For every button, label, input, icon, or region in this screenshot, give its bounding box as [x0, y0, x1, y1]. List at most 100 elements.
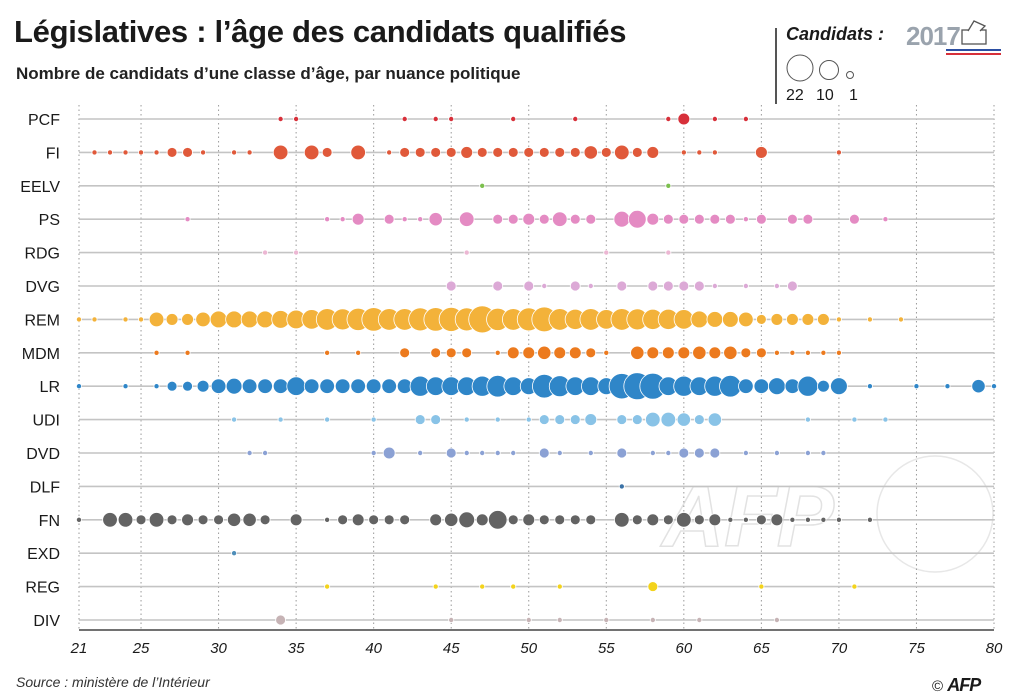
bubble-fn [76, 516, 83, 523]
bubble-fn [429, 513, 443, 527]
legend-value-medium: 10 [816, 87, 834, 104]
bubble-fi [153, 149, 160, 156]
bubble-rdg [262, 249, 269, 256]
bubble-fn [351, 513, 365, 527]
bubble-pcf [277, 116, 284, 123]
bubble-fi [680, 149, 687, 156]
bubble-mdm [723, 345, 738, 360]
bubble-pcf [572, 116, 579, 123]
bubble-ps [802, 213, 814, 225]
bubble-udi [430, 414, 442, 425]
bubble-lr [738, 378, 754, 394]
bubble-fi [460, 146, 474, 159]
bubble-lr [319, 378, 335, 394]
bubble-ps [538, 213, 550, 225]
bubble-rem [835, 316, 842, 323]
bubble-mdm [522, 346, 536, 360]
bubble-rem [706, 311, 724, 328]
bubble-fn [337, 514, 349, 526]
bubble-ps [613, 210, 631, 228]
bubble-mdm [820, 349, 827, 356]
bubble-lr [866, 383, 873, 390]
bubble-fi [476, 147, 488, 158]
bubble-dvd [804, 449, 811, 456]
bubble-lr [817, 379, 830, 393]
bubble-dlf [618, 483, 625, 490]
bubble-fn [213, 514, 224, 526]
bubble-fi [507, 147, 519, 158]
row-label-fn: FN [39, 513, 60, 530]
bubble-ps [849, 213, 860, 225]
bubble-div [525, 617, 532, 624]
row-label-dvd: DVD [26, 446, 60, 463]
bubble-lr [241, 378, 258, 394]
bubble-lr [381, 378, 397, 394]
bubble-mdm [692, 345, 707, 360]
bubble-fn [522, 513, 536, 527]
bubble-fn [148, 512, 165, 528]
bubble-lr [334, 378, 351, 394]
bubble-ps [428, 212, 443, 227]
bubble-ps [628, 209, 647, 229]
badge-stripes [946, 49, 1001, 55]
bubble-div [773, 617, 780, 624]
x-tick-label: 45 [443, 640, 460, 657]
bubble-fn [554, 514, 566, 526]
bubble-dvg [693, 280, 705, 292]
bubble-dvg [787, 280, 798, 292]
bubble-lr [182, 380, 193, 392]
bubble-udi [277, 416, 284, 423]
row-label-mdm: MDM [22, 346, 60, 363]
x-tick-label: 55 [598, 640, 615, 657]
afp-logo: AFP [947, 675, 981, 695]
legend-divider [775, 28, 777, 104]
bubble-mdm [430, 347, 442, 359]
copyright-symbol: © [932, 678, 944, 695]
row-label-reg: REG [25, 580, 60, 597]
bubble-dvd [678, 447, 690, 459]
bubble-reg [324, 583, 331, 590]
chart-subtitle: Nombre de candidats d’une classe d’âge, … [16, 64, 521, 83]
bubble-lr [365, 378, 382, 394]
bubble-mdm [740, 347, 752, 359]
bubble-lr [830, 377, 848, 396]
bubble-dvg [569, 280, 581, 292]
bubble-mdm [585, 347, 597, 359]
bubble-fi [614, 144, 630, 161]
bubble-udi [538, 414, 550, 425]
bubble-fi [554, 147, 566, 158]
bubble-ps [662, 213, 674, 225]
bubble-lr [196, 379, 210, 393]
bubble-udi [882, 416, 889, 423]
row-label-div: DIV [33, 613, 60, 630]
bubble-dvd [246, 449, 253, 456]
bubble-fi [166, 147, 178, 158]
bubble-mdm [153, 349, 160, 356]
bubble-udi [414, 414, 426, 425]
bubble-mdm [568, 346, 582, 360]
bubble-div [649, 617, 656, 624]
bubble-div [556, 617, 563, 624]
bubble-mdm [399, 347, 411, 359]
bubble-mdm [603, 349, 610, 356]
bubble-dvg [742, 282, 749, 289]
bubble-fn [866, 516, 873, 523]
bubble-dvg [678, 280, 690, 292]
bubble-dvd [463, 449, 470, 456]
bubble-lr [991, 383, 998, 390]
bubble-fn [399, 514, 411, 526]
bubble-lr [76, 383, 83, 390]
bubble-fi [569, 147, 581, 158]
bubble-lr [210, 378, 227, 394]
bubble-lr [753, 378, 770, 394]
bubble-fn [181, 513, 194, 527]
bubble-lr [971, 379, 986, 394]
bubble-fn [368, 514, 380, 526]
bubble-dvd [693, 447, 705, 459]
bubble-eelv [665, 182, 672, 189]
bubble-mdm [506, 346, 520, 360]
bubble-lr [225, 377, 243, 395]
bubble-pcf [742, 116, 749, 123]
bubble-fn [662, 514, 674, 526]
bubble-rem [770, 313, 784, 326]
